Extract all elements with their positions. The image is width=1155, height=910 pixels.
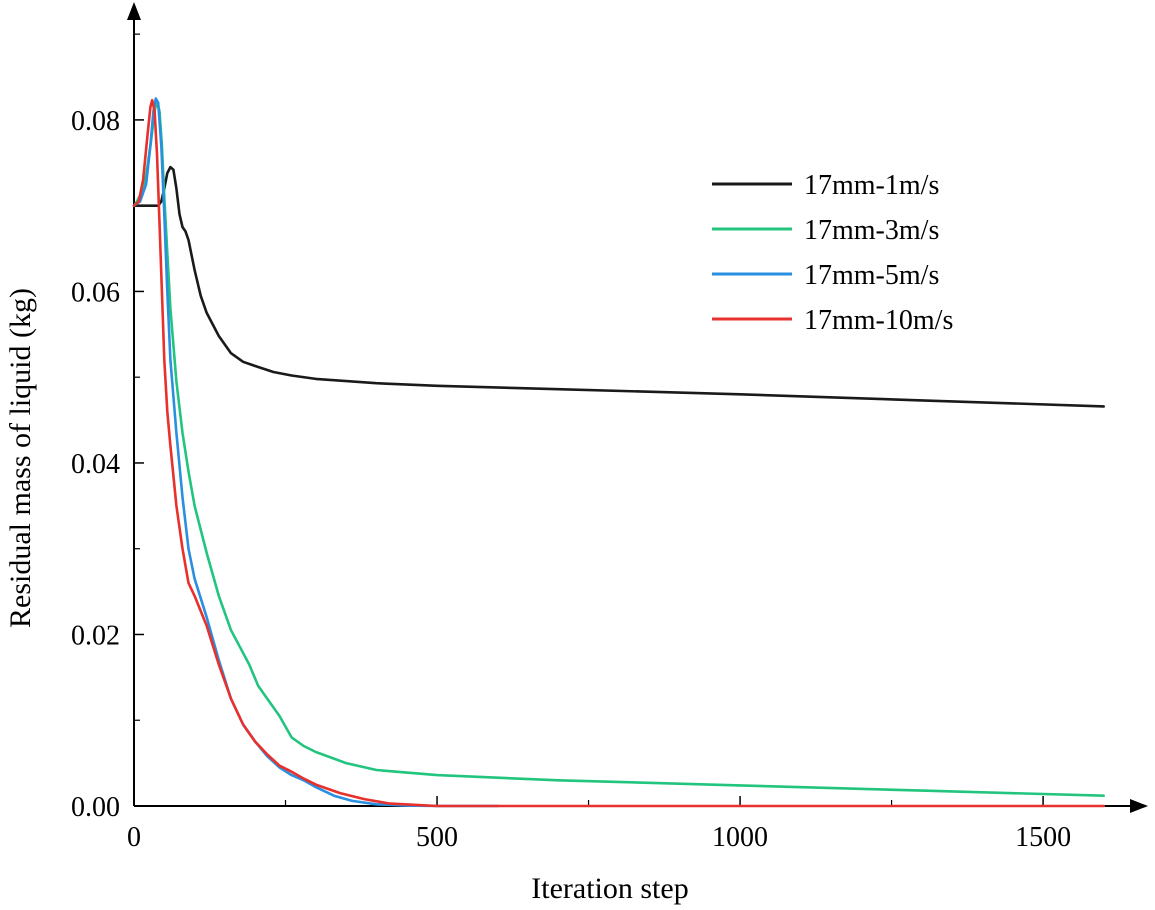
y-tick-label: 0.06: [71, 277, 120, 308]
y-tick-label: 0.02: [71, 620, 120, 651]
x-tick-label: 1500: [1015, 822, 1071, 853]
legend-label: 17mm-3m/s: [804, 215, 939, 246]
legend-label: 17mm-10m/s: [804, 305, 953, 336]
series-line-2: [132, 99, 1105, 798]
y-tick-label: 0.04: [71, 449, 120, 480]
y-ticks: 0.00 0.02 0.04 0.06 0.08: [71, 33, 144, 823]
y-axis-title: Residual mass of liquid (kg): [4, 288, 37, 628]
legend-label: 17mm-1m/s: [804, 170, 939, 201]
series-line-1: [132, 165, 1105, 408]
series-line-3: [132, 97, 499, 808]
series-layer: [132, 97, 1105, 808]
legend-label: 17mm-5m/s: [804, 260, 939, 291]
x-axis-arrow-icon: [1130, 799, 1148, 813]
axes: [127, 2, 1148, 813]
x-ticks: 0 500 1000 1500: [127, 796, 1071, 853]
x-tick-label: 1000: [712, 822, 768, 853]
series-line-4: [132, 98, 1105, 808]
x-tick-label: 0: [127, 822, 141, 853]
x-tick-label: 500: [416, 822, 458, 853]
legend: 17mm-1m/s 17mm-3m/s 17mm-5m/s 17mm-10m/s: [712, 170, 953, 336]
y-axis-arrow-icon: [127, 2, 141, 20]
y-tick-label: 0.00: [71, 792, 120, 823]
x-axis-title: Iteration step: [531, 872, 688, 905]
y-tick-label: 0.08: [71, 106, 120, 137]
